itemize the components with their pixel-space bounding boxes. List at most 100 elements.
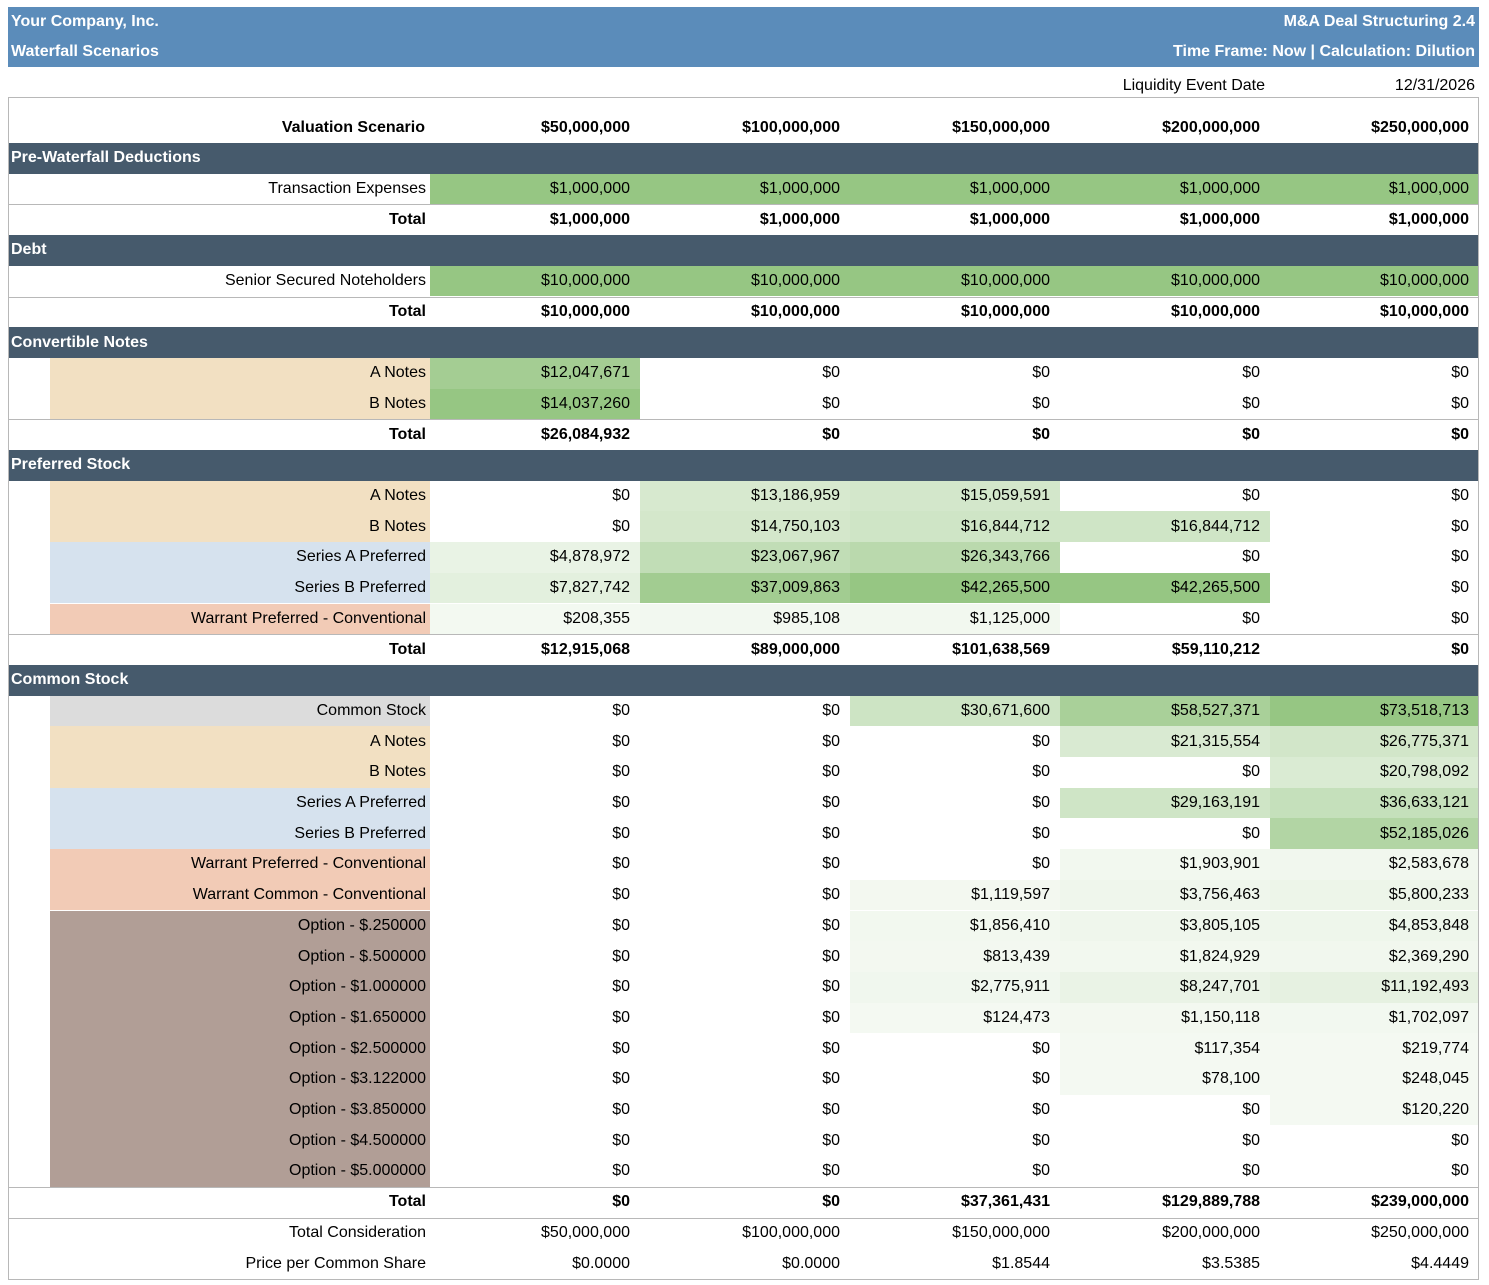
value-cell: $2,775,911 bbox=[850, 971, 1060, 1003]
footer-value: $100,000,000 bbox=[742, 1223, 840, 1241]
value-cell: $1,000,000 bbox=[850, 173, 1060, 205]
value-cell: $0 bbox=[1242, 394, 1260, 412]
value-cell: $0 bbox=[822, 1162, 840, 1180]
value-cell: $0 bbox=[822, 886, 840, 904]
total-value: $10,000,000 bbox=[1380, 302, 1469, 320]
total-value: $1,000,000 bbox=[1388, 210, 1469, 228]
section-title: Debt bbox=[11, 241, 47, 259]
total-value: $1,000,000 bbox=[759, 210, 840, 228]
row-label: A Notes bbox=[50, 480, 430, 512]
footer-label: Total Consideration bbox=[289, 1223, 426, 1241]
row-label: Option - $5.000000 bbox=[50, 1156, 430, 1187]
value-cell: $0 bbox=[1451, 487, 1469, 505]
value-cell: $0 bbox=[1451, 579, 1469, 597]
rule bbox=[8, 419, 1479, 421]
value-cell: $0 bbox=[612, 732, 630, 750]
value-cell: $4,853,848 bbox=[1270, 910, 1479, 942]
footer-value: $4.4449 bbox=[1411, 1254, 1469, 1272]
value-cell: $0 bbox=[822, 732, 840, 750]
value-cell: $0 bbox=[1451, 609, 1469, 627]
value-cell: $0 bbox=[822, 916, 840, 934]
value-cell: $0 bbox=[612, 517, 630, 535]
total-value: $10,000,000 bbox=[961, 302, 1050, 320]
scenario-value: $100,000,000 bbox=[742, 119, 840, 136]
value-cell: $0 bbox=[1032, 732, 1050, 750]
value-cell: $0 bbox=[1451, 364, 1469, 382]
total-value: $10,000,000 bbox=[1171, 302, 1260, 320]
rule bbox=[8, 97, 1479, 98]
total-value: $0 bbox=[822, 425, 840, 443]
total-label: Total bbox=[388, 210, 426, 228]
value-cell: $11,192,493 bbox=[1270, 971, 1479, 1003]
value-cell: $78,100 bbox=[1060, 1064, 1270, 1095]
value-cell: $7,827,742 bbox=[430, 572, 640, 604]
row-label: B Notes bbox=[50, 511, 430, 543]
value-cell: $10,000,000 bbox=[640, 265, 850, 297]
row-label: B Notes bbox=[50, 757, 430, 788]
value-cell: $37,009,863 bbox=[640, 572, 850, 604]
row-label: Warrant Preferred - Conventional bbox=[50, 849, 430, 880]
value-cell: $3,805,105 bbox=[1060, 910, 1270, 942]
value-cell: $0 bbox=[822, 1008, 840, 1026]
scenario-value: $50,000,000 bbox=[541, 119, 630, 136]
value-cell: $0 bbox=[822, 978, 840, 996]
total-value: $0 bbox=[1242, 425, 1260, 443]
value-cell: $16,844,712 bbox=[1060, 511, 1270, 543]
total-label: Total bbox=[388, 640, 426, 658]
value-cell: $0 bbox=[822, 947, 840, 965]
section-title: Convertible Notes bbox=[11, 333, 148, 351]
total-value: $59,110,212 bbox=[1171, 640, 1260, 658]
value-cell: $120,220 bbox=[1270, 1094, 1479, 1126]
value-cell: $0 bbox=[1242, 1101, 1260, 1119]
value-cell: $1,903,901 bbox=[1060, 849, 1270, 880]
value-cell: $0 bbox=[1032, 1131, 1050, 1149]
section-bar bbox=[8, 143, 1479, 174]
value-cell: $3,756,463 bbox=[1060, 879, 1270, 911]
value-cell: $0 bbox=[1451, 517, 1469, 535]
row-label: Series B Preferred bbox=[50, 818, 430, 850]
section-bar bbox=[8, 327, 1479, 358]
value-cell: $0 bbox=[1032, 1162, 1050, 1180]
total-value: $1,000,000 bbox=[1179, 210, 1260, 228]
footer-value: $250,000,000 bbox=[1371, 1223, 1469, 1241]
value-cell: $0 bbox=[1242, 824, 1260, 842]
value-cell: $14,750,103 bbox=[640, 511, 850, 543]
row-label: Senior Secured Noteholders bbox=[224, 272, 426, 290]
section-title: Pre-Waterfall Deductions bbox=[11, 149, 201, 167]
value-cell: $1,000,000 bbox=[430, 173, 640, 205]
scenario-value: $250,000,000 bbox=[1371, 119, 1469, 136]
value-cell: $0 bbox=[1032, 394, 1050, 412]
scenario-value: $200,000,000 bbox=[1162, 119, 1260, 136]
value-cell: $8,247,701 bbox=[1060, 971, 1270, 1003]
value-cell: $219,774 bbox=[1270, 1033, 1479, 1064]
value-cell: $1,000,000 bbox=[1270, 173, 1479, 205]
section-bar bbox=[8, 235, 1479, 266]
value-cell: $5,800,233 bbox=[1270, 879, 1479, 911]
row-label: B Notes bbox=[50, 388, 430, 420]
row-label: Option - $2.500000 bbox=[50, 1033, 430, 1064]
value-cell: $0 bbox=[612, 1070, 630, 1088]
value-cell: $0 bbox=[822, 824, 840, 842]
total-value: $37,361,431 bbox=[961, 1193, 1050, 1211]
value-cell: $0 bbox=[612, 1162, 630, 1180]
total-value: $0 bbox=[1451, 640, 1469, 658]
value-cell: $30,671,600 bbox=[850, 695, 1060, 727]
value-cell: $26,775,371 bbox=[1270, 726, 1479, 757]
total-value: $1,000,000 bbox=[969, 210, 1050, 228]
value-cell: $0 bbox=[612, 916, 630, 934]
value-cell: $0 bbox=[822, 1039, 840, 1057]
value-cell: $208,355 bbox=[430, 603, 640, 635]
rule bbox=[8, 1217, 1479, 1219]
value-cell: $0 bbox=[822, 1101, 840, 1119]
value-cell: $4,878,972 bbox=[430, 542, 640, 573]
section-title: Common Stock bbox=[11, 671, 129, 689]
rule bbox=[8, 634, 1479, 636]
row-label: Series A Preferred bbox=[50, 542, 430, 573]
value-cell: $20,798,092 bbox=[1270, 757, 1479, 788]
footer-value: $200,000,000 bbox=[1162, 1223, 1260, 1241]
value-cell: $1,000,000 bbox=[1060, 173, 1270, 205]
value-cell: $0 bbox=[1451, 548, 1469, 566]
row-label: Option - $.250000 bbox=[50, 910, 430, 942]
value-cell: $0 bbox=[612, 487, 630, 505]
value-cell: $1,856,410 bbox=[850, 910, 1060, 942]
